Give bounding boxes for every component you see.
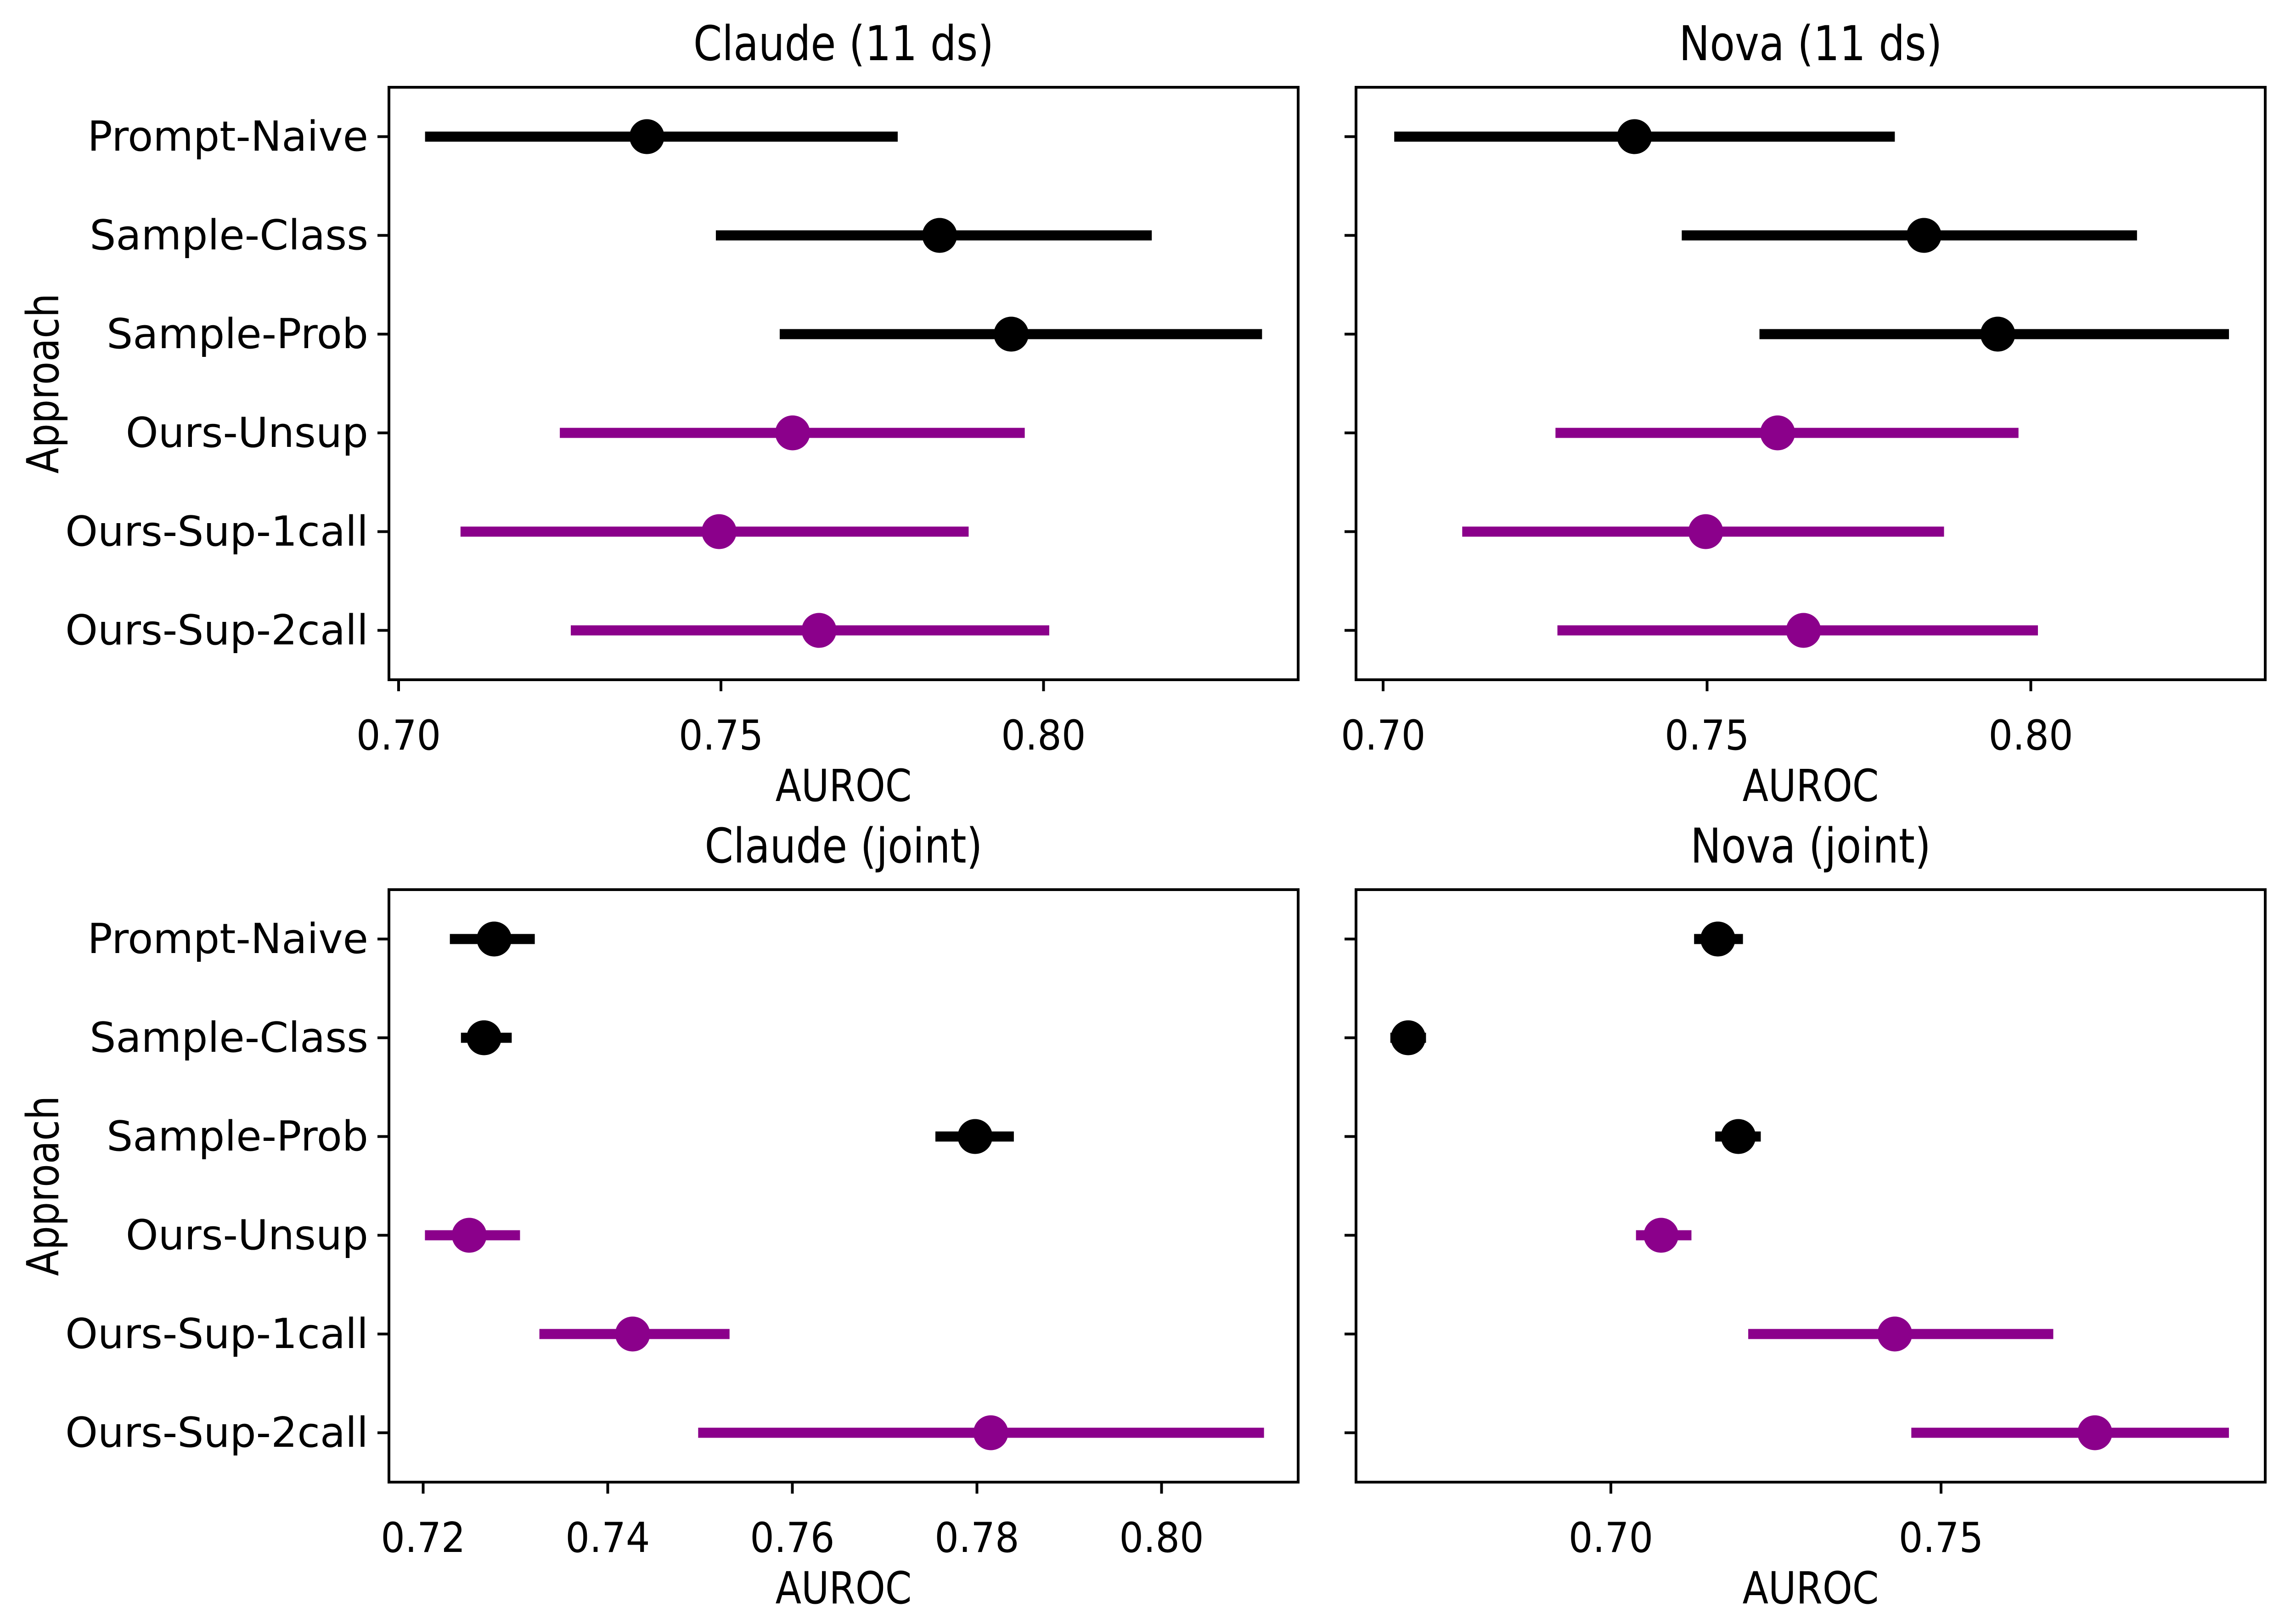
point-marker-sample-prob (994, 316, 1029, 352)
x-tick-label: 0.80 (1119, 1514, 1204, 1562)
x-axis-label: AUROC (776, 1563, 912, 1614)
x-axis-label: AUROC (776, 761, 912, 812)
subplot-claude-joint: Claude (joint) 0.72 0.74 0.76 0.78 0.80 Prompt… (18, 818, 1300, 1614)
point-marker-ours-sup-2call (801, 613, 837, 648)
point-marker-ours-sup-1call (615, 1316, 650, 1352)
axes-box (1355, 888, 2267, 1484)
x-tick-label: 0.70 (1341, 712, 1425, 760)
x-axis-label: AUROC (1743, 761, 1879, 812)
subplot-nova-11-ds: Nova (11 ds) 0.70 0.75 0.80 AUROC (1341, 16, 2267, 812)
point-marker-prompt-naive (1700, 921, 1735, 957)
point-marker-sample-class (467, 1020, 502, 1055)
x-tick-label: 0.72 (381, 1514, 465, 1562)
point-marker-prompt-naive (629, 119, 664, 154)
point-marker-ours-sup-2call (1786, 613, 1821, 648)
y-tick-label-sample-prob: Sample-Prob (107, 1112, 368, 1161)
y-tick-label-ours-sup-1call: Ours-Sup-1call (65, 508, 368, 556)
x-tick-label: 0.78 (934, 1514, 1019, 1562)
point-marker-ours-sup-1call (1877, 1316, 1913, 1352)
y-tick-label-ours-unsup: Ours-Unsup (126, 1211, 368, 1259)
point-marker-sample-class (1906, 218, 1941, 253)
point-marker-sample-class (922, 218, 957, 253)
y-tick-label-prompt-naive: Prompt-Naive (88, 915, 368, 963)
y-tick-label-ours-sup-1call: Ours-Sup-1call (65, 1310, 368, 1358)
subplot-title: Claude (joint) (705, 818, 983, 874)
point-marker-prompt-naive (1617, 119, 1652, 154)
subplot-nova-joint: Nova (joint) 0.70 0.75 AUROC (1345, 818, 2267, 1614)
x-tick-label: 0.76 (750, 1514, 834, 1562)
x-tick-label: 0.70 (356, 712, 441, 760)
point-marker-sample-class (1390, 1020, 1426, 1055)
y-tick-label-prompt-naive: Prompt-Naive (88, 113, 368, 161)
x-tick-label: 0.75 (679, 712, 763, 760)
x-tick-label: 0.75 (1899, 1514, 1983, 1562)
point-marker-ours-unsup (775, 415, 810, 451)
y-tick-label-ours-sup-2call: Ours-Sup-2call (65, 1409, 368, 1457)
y-tick-label-sample-prob: Sample-Prob (107, 310, 368, 358)
axes-box (388, 888, 1300, 1484)
point-marker-sample-prob (1721, 1119, 1756, 1154)
subplot-title: Nova (11 ds) (1679, 16, 1942, 71)
y-tick-label-sample-class: Sample-Class (90, 1014, 368, 1062)
point-marker-ours-sup-1call (701, 514, 737, 549)
point-marker-prompt-naive (477, 921, 512, 957)
point-marker-ours-sup-2call (2077, 1415, 2113, 1450)
subplot-title: Nova (joint) (1690, 818, 1931, 874)
y-tick-label-sample-class: Sample-Class (90, 211, 368, 259)
point-marker-ours-sup-2call (973, 1415, 1008, 1450)
subplot-claude-11-ds: Claude (11 ds) 0.70 0.75 0.80 Prompt-Naive Sa… (18, 16, 1300, 812)
axes-box (388, 86, 1300, 681)
subplot-title: Claude (11 ds) (693, 16, 994, 71)
y-tick-label-ours-unsup: Ours-Unsup (126, 409, 368, 457)
point-marker-ours-unsup (1643, 1218, 1679, 1253)
x-tick-label: 0.74 (565, 1514, 650, 1562)
y-axis-label: Approach (18, 293, 69, 474)
x-tick-label: 0.80 (1988, 712, 2073, 760)
x-tick-label: 0.75 (1665, 712, 1749, 760)
point-marker-ours-unsup (451, 1218, 487, 1253)
x-tick-label: 0.80 (1001, 712, 1086, 760)
point-marker-sample-prob (1980, 316, 2015, 352)
point-marker-ours-unsup (1760, 415, 1795, 451)
x-tick-label: 0.70 (1569, 1514, 1653, 1562)
y-axis-label: Approach (18, 1096, 69, 1276)
point-marker-sample-prob (957, 1119, 993, 1154)
y-tick-label-ours-sup-2call: Ours-Sup-2call (65, 606, 368, 654)
axes-box (1355, 86, 2267, 681)
point-marker-ours-sup-1call (1688, 514, 1723, 549)
x-axis-label: AUROC (1743, 1563, 1879, 1614)
